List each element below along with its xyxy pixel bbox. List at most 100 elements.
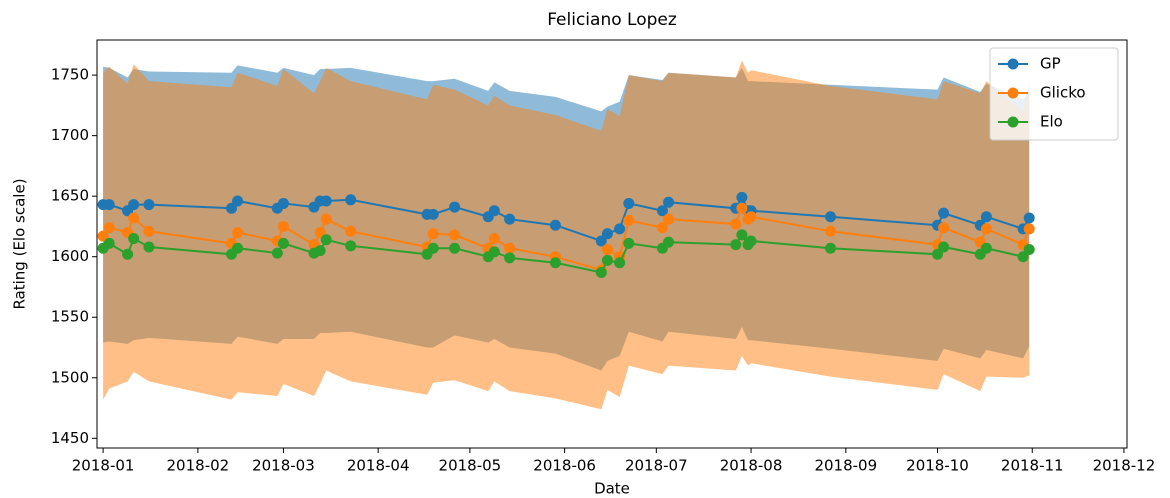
point [225, 202, 237, 214]
point [1023, 243, 1035, 255]
point [504, 252, 516, 264]
point [449, 201, 461, 213]
point [488, 246, 500, 258]
point [932, 248, 944, 260]
point [122, 248, 134, 260]
point [449, 242, 461, 254]
y-tick-label: 1550 [51, 308, 89, 326]
x-tick-label: 2018-11 [1001, 457, 1064, 475]
point [663, 213, 675, 225]
point [980, 223, 992, 235]
point [623, 237, 635, 249]
y-tick-label: 1750 [51, 66, 89, 84]
point [345, 240, 357, 252]
legend-marker [1007, 87, 1019, 99]
point [825, 225, 837, 237]
plot-frame [96, 39, 1128, 449]
point [427, 228, 439, 240]
point [736, 202, 748, 214]
point [488, 233, 500, 245]
point [103, 222, 115, 234]
point [143, 199, 155, 211]
point [277, 220, 289, 232]
x-tick-label: 2018-05 [439, 457, 502, 475]
y-tick-label: 1700 [51, 126, 89, 144]
point [128, 212, 140, 224]
point [232, 242, 244, 254]
point [736, 191, 748, 203]
x-tick-label: 2018-04 [347, 457, 410, 475]
point [980, 242, 992, 254]
point [730, 218, 742, 230]
legend-box [989, 47, 1119, 141]
legend-marker [1007, 58, 1019, 70]
point [277, 197, 289, 209]
uncertainty-band [103, 60, 1030, 410]
point [656, 222, 668, 234]
point [825, 242, 837, 254]
point [277, 237, 289, 249]
point [320, 213, 332, 225]
point [938, 207, 950, 219]
point [1023, 212, 1035, 224]
point [314, 245, 326, 257]
point [345, 194, 357, 206]
point [232, 195, 244, 207]
x-tick-label: 2018-01 [72, 457, 135, 475]
point [980, 211, 992, 223]
point [427, 208, 439, 220]
x-tick-label: 2018-12 [1093, 457, 1156, 475]
x-tick-label: 2018-08 [720, 457, 783, 475]
x-tick-label: 2018-10 [906, 457, 969, 475]
y-tick-label: 1500 [51, 368, 89, 386]
point [663, 236, 675, 248]
y-axis-label: Rating (Elo scale) [11, 178, 29, 309]
point [103, 199, 115, 211]
point [449, 229, 461, 241]
point [143, 241, 155, 253]
legend-label: Glicko [1040, 84, 1086, 102]
point [623, 197, 635, 209]
y-tick-label: 1450 [51, 429, 89, 447]
point [601, 243, 613, 255]
point [1017, 251, 1029, 263]
point [488, 205, 500, 217]
point [345, 225, 357, 237]
x-axis-label: Date [594, 480, 630, 498]
point [825, 211, 837, 223]
point [427, 242, 439, 254]
point [614, 223, 626, 235]
point [549, 257, 561, 269]
point [601, 228, 613, 240]
point [938, 241, 950, 253]
point [745, 211, 757, 223]
point [745, 235, 757, 247]
point [623, 214, 635, 226]
y-tick-label: 1600 [51, 247, 89, 265]
x-tick-label: 2018-03 [252, 457, 315, 475]
point [128, 233, 140, 245]
legend-marker [1007, 116, 1019, 128]
legend-label: GP [1040, 55, 1061, 73]
point [601, 254, 613, 266]
point [614, 257, 626, 269]
point [1023, 223, 1035, 235]
point [314, 226, 326, 238]
point [232, 226, 244, 238]
x-tick-label: 2018-02 [167, 457, 230, 475]
point [595, 266, 607, 278]
point [549, 219, 561, 231]
point [320, 234, 332, 246]
point [103, 237, 115, 249]
point [504, 213, 516, 225]
x-tick-label: 2018-07 [625, 457, 688, 475]
x-tick-label: 2018-06 [533, 457, 596, 475]
point [504, 242, 516, 254]
chart-title: Feliciano Lopez [547, 10, 677, 30]
point [656, 205, 668, 217]
point [736, 229, 748, 241]
point [97, 230, 109, 242]
point [143, 225, 155, 237]
x-tick-label: 2018-09 [814, 457, 877, 475]
